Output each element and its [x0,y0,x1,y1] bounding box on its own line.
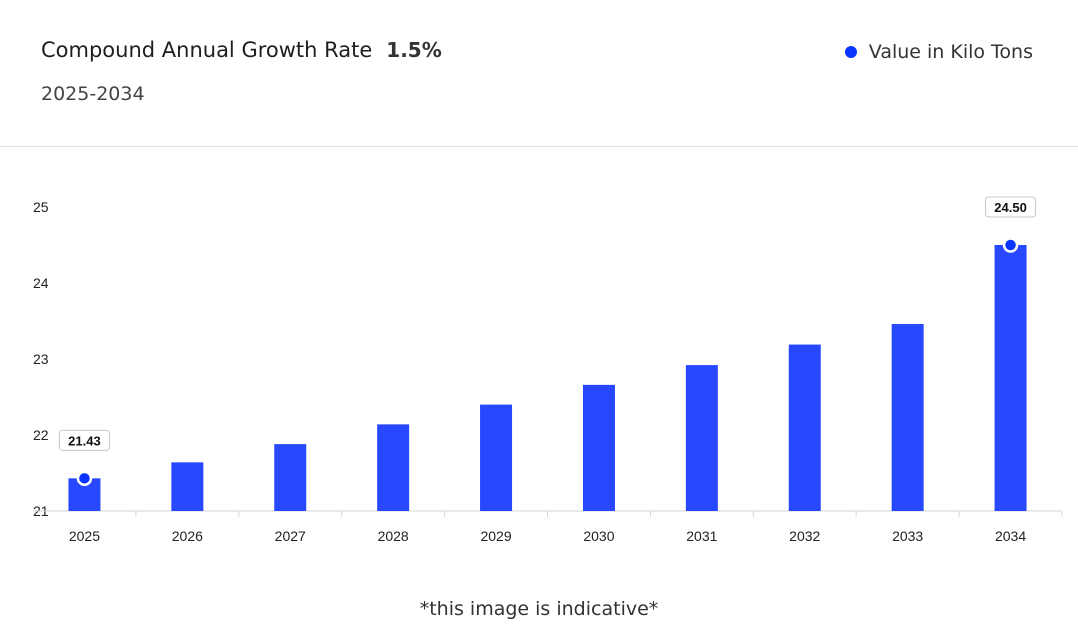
data-label: 24.50 [994,200,1027,215]
title-row: Compound Annual Growth Rate 1.5% [41,38,442,62]
legend-marker [844,46,857,58]
bar [274,444,307,511]
bar [788,344,821,511]
legend-label: Value in Kilo Tons [868,41,1033,63]
bar [171,462,204,511]
x-tick-label: 2028 [378,528,409,544]
x-tick-label: 2032 [789,528,820,544]
data-point-marker [76,470,93,487]
data-label-box [985,196,1037,218]
x-tick-label: 2030 [583,528,614,544]
data-point-marker [1002,237,1019,253]
cagr-value: 1.5% [386,38,442,62]
x-tick-label: 2027 [275,528,306,544]
period-label: 2025-2034 [41,83,145,105]
x-tick-label: 2025 [69,528,100,544]
y-tick-label: 24 [33,275,49,291]
footnote: *this image is indicative* [419,598,659,620]
bar [994,245,1027,511]
chart-title: Compound Annual Growth Rate [41,38,373,62]
y-tick-label: 25 [33,199,49,215]
x-tick-label: 2029 [480,528,511,544]
y-tick-label: 23 [33,351,49,367]
x-tick-label: 2026 [172,528,203,544]
bar [377,424,410,511]
bar [891,324,924,511]
x-tick-label: 2031 [686,528,717,544]
bar [582,384,615,511]
y-tick-label: 22 [33,427,49,443]
x-tick-label: 2033 [892,528,923,544]
data-label: 21.43 [68,433,101,448]
legend: Value in Kilo Tons [844,41,1033,63]
x-tick-label: 2034 [995,528,1026,544]
bar [685,365,718,511]
chart-header: Compound Annual Growth Rate 1.5% 2025-20… [0,0,1078,147]
bar [480,404,513,511]
data-label-box [58,429,110,451]
